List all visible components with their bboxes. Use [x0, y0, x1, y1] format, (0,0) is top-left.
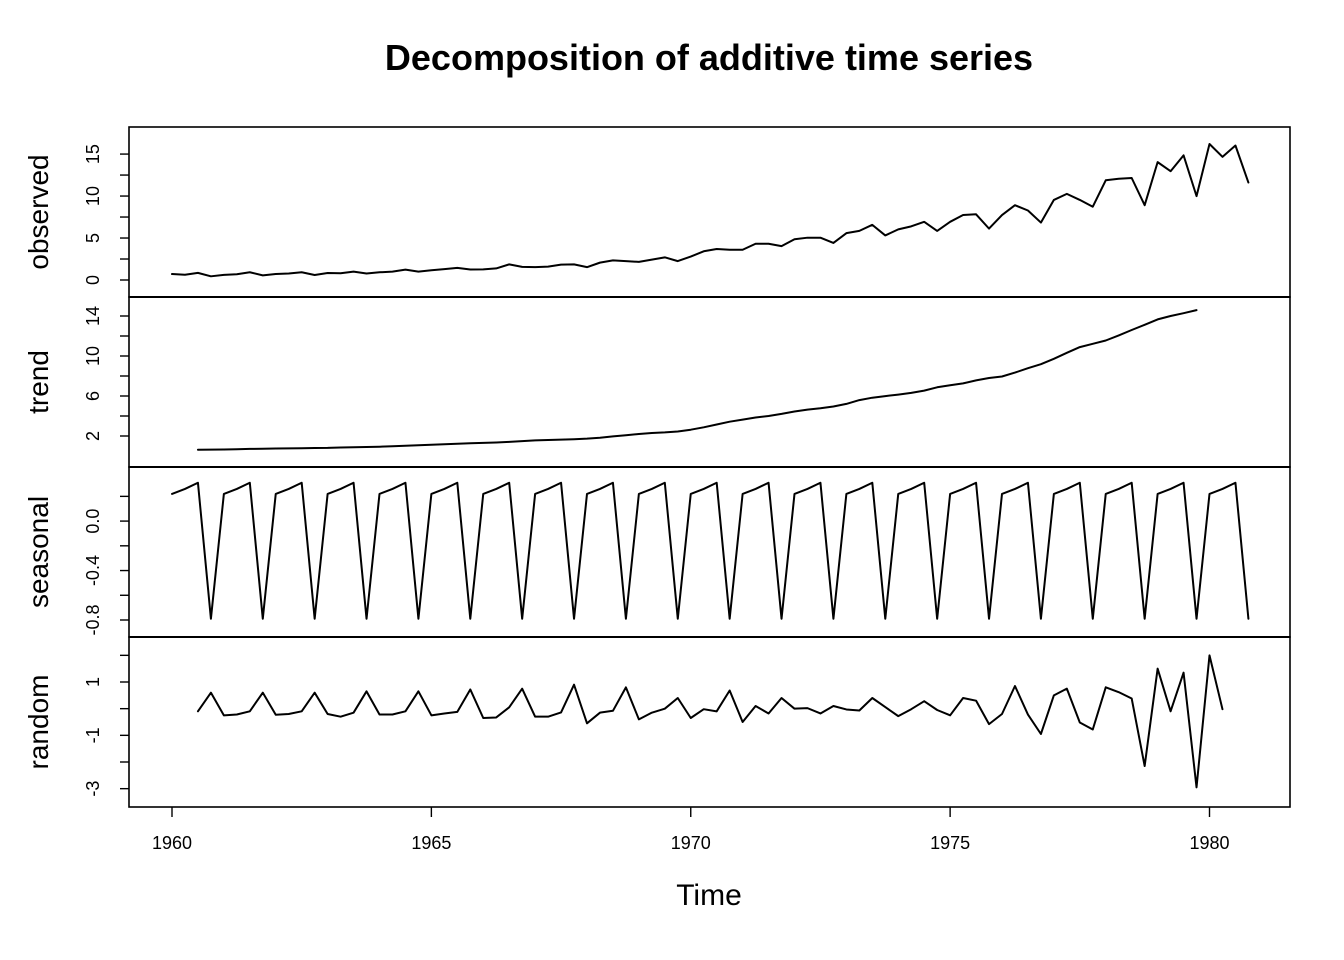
panel-observed-label: observed	[23, 154, 54, 269]
x-tick-label: 1960	[152, 833, 192, 853]
panel-random-frame	[128, 636, 1291, 808]
y-tick-label-observed: 15	[83, 144, 103, 164]
panel-observed-frame	[128, 126, 1291, 298]
x-axis-title: Time	[676, 879, 742, 912]
x-tick-label: 1975	[930, 833, 970, 853]
y-tick-label-observed: 5	[83, 233, 103, 243]
chart-title: Decomposition of additive time series	[385, 37, 1033, 78]
y-tick-label-random: -3	[83, 781, 103, 797]
panel-trend-label: trend	[23, 350, 54, 414]
panel-random: random -3 -1 1	[23, 636, 1291, 808]
y-tick-label-trend: 2	[83, 431, 103, 441]
panel-trend: trend 2 6 10 14	[23, 296, 1291, 468]
y-tick-label-observed: 10	[83, 186, 103, 206]
panel-random-label: random	[23, 675, 54, 770]
series-line-random	[196, 654, 1224, 789]
panel-observed: observed 0 5 10 15	[23, 126, 1291, 298]
y-tick-label-observed: 0	[83, 275, 103, 285]
y-tick-label-trend: 10	[83, 346, 103, 366]
x-axis: 1960 1965 1970 1975 1980	[152, 807, 1230, 853]
y-tick-label-trend: 14	[83, 306, 103, 326]
y-tick-label-seasonal: -0.4	[83, 555, 103, 586]
series-line-trend	[196, 309, 1198, 451]
chart-panels: observed 0 5 10 15 trend 2 6 10 14 seasonal -0.8 -0.…	[23, 126, 1291, 808]
y-tick-label-trend: 6	[83, 391, 103, 401]
series-line-observed	[171, 143, 1250, 278]
panel-seasonal-label: seasonal	[23, 496, 54, 608]
x-tick-label: 1965	[411, 833, 451, 853]
panel-seasonal: seasonal -0.8 -0.4 0.0	[23, 466, 1291, 638]
panel-trend-frame	[128, 296, 1291, 468]
y-tick-label-random: -1	[83, 727, 103, 743]
x-tick-label: 1970	[671, 833, 711, 853]
y-tick-label-seasonal: 0.0	[83, 509, 103, 534]
series-line-seasonal	[171, 481, 1250, 620]
y-tick-label-random: 1	[83, 677, 103, 687]
x-tick-label: 1980	[1189, 833, 1229, 853]
y-tick-label-seasonal: -0.8	[83, 604, 103, 635]
